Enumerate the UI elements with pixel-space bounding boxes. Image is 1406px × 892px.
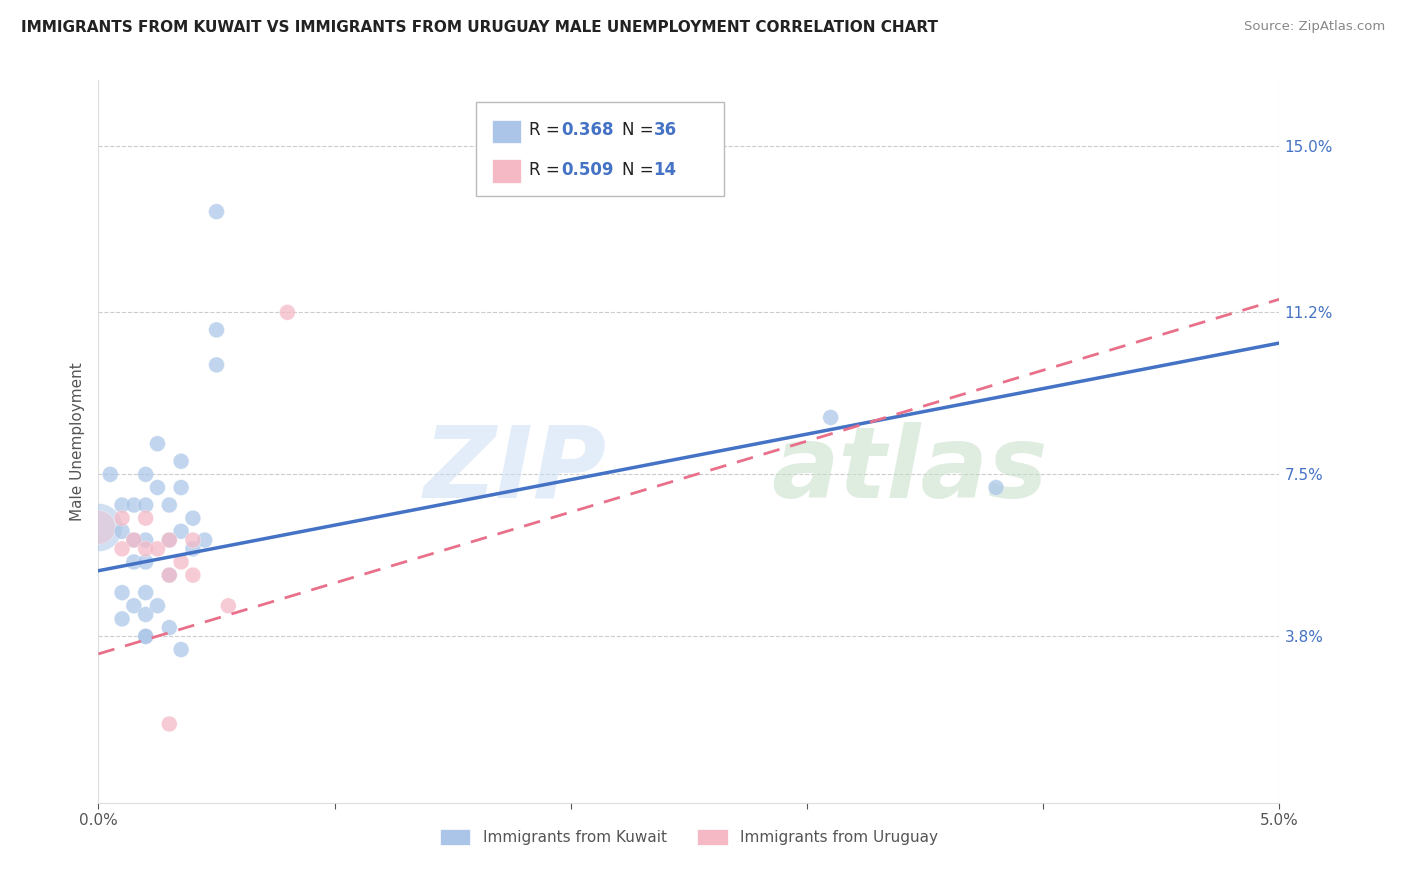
Text: R =: R = <box>530 121 565 139</box>
Text: Source: ZipAtlas.com: Source: ZipAtlas.com <box>1244 20 1385 33</box>
Point <box>111 585 134 599</box>
Y-axis label: Male Unemployment: Male Unemployment <box>70 362 86 521</box>
Text: ZIP: ZIP <box>423 422 606 519</box>
Point <box>111 541 134 556</box>
Point <box>87 520 110 534</box>
Point <box>170 454 193 468</box>
Point <box>170 524 193 539</box>
Point <box>135 533 157 547</box>
Point <box>146 541 169 556</box>
Point <box>122 599 145 613</box>
Bar <box>492 120 522 143</box>
Point <box>170 555 193 569</box>
Text: N =: N = <box>621 121 658 139</box>
Point <box>276 305 298 319</box>
Point <box>111 511 134 525</box>
Text: N =: N = <box>621 161 658 178</box>
Point <box>170 642 193 657</box>
Point <box>135 629 157 643</box>
Point <box>205 323 228 337</box>
Point <box>135 498 157 512</box>
Point <box>135 629 157 643</box>
Point <box>157 533 180 547</box>
Point <box>194 533 217 547</box>
Point <box>205 204 228 219</box>
Point <box>111 498 134 512</box>
Point <box>135 511 157 525</box>
Point <box>181 511 204 525</box>
Point <box>820 410 842 425</box>
Text: IMMIGRANTS FROM KUWAIT VS IMMIGRANTS FROM URUGUAY MALE UNEMPLOYMENT CORRELATION : IMMIGRANTS FROM KUWAIT VS IMMIGRANTS FRO… <box>21 20 938 35</box>
Point <box>135 555 157 569</box>
Point <box>157 568 180 582</box>
Text: 0.368: 0.368 <box>561 121 614 139</box>
Point <box>146 481 169 495</box>
Point <box>135 585 157 599</box>
Point <box>111 524 134 539</box>
Bar <box>477 102 724 196</box>
Text: atlas: atlas <box>772 422 1047 519</box>
Point <box>205 358 228 372</box>
Point <box>157 621 180 635</box>
Text: 0.509: 0.509 <box>561 161 614 178</box>
Point <box>984 481 1007 495</box>
Point <box>146 436 169 450</box>
Point <box>157 568 180 582</box>
Point <box>157 498 180 512</box>
Point <box>135 541 157 556</box>
Point <box>181 541 204 556</box>
Point <box>157 717 180 731</box>
Point <box>122 498 145 512</box>
Point <box>181 568 204 582</box>
Point <box>181 533 204 547</box>
Point <box>217 599 239 613</box>
Point <box>122 533 145 547</box>
Point <box>135 467 157 482</box>
Point <box>111 612 134 626</box>
Point <box>135 607 157 622</box>
Point <box>98 467 121 482</box>
Bar <box>492 160 522 183</box>
Point <box>157 533 180 547</box>
Text: R =: R = <box>530 161 565 178</box>
Text: 36: 36 <box>654 121 676 139</box>
Point <box>170 481 193 495</box>
Text: 14: 14 <box>654 161 676 178</box>
Point <box>122 533 145 547</box>
Point <box>122 555 145 569</box>
Legend: Immigrants from Kuwait, Immigrants from Uruguay: Immigrants from Kuwait, Immigrants from … <box>432 822 946 853</box>
Point <box>146 599 169 613</box>
Point <box>87 520 110 534</box>
